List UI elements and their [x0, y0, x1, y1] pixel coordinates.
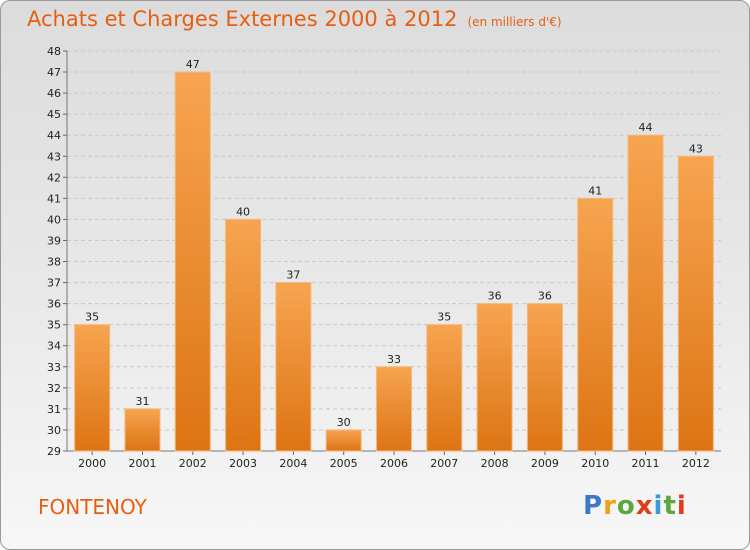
y-tick-label: 29 [47, 445, 61, 458]
x-tick-label-2012: 2012 [682, 457, 710, 470]
y-tick-label: 48 [47, 45, 61, 58]
y-tick-label: 45 [47, 108, 61, 121]
x-tick-label-2011: 2011 [632, 457, 660, 470]
value-label-2006: 33 [387, 353, 401, 366]
x-tick-label-2010: 2010 [581, 457, 609, 470]
x-tick-label-2000: 2000 [78, 457, 106, 470]
value-label-2001: 31 [135, 395, 149, 408]
y-tick-label: 40 [47, 213, 61, 226]
x-tick-label-2004: 2004 [279, 457, 307, 470]
y-tick-label: 44 [47, 129, 61, 142]
value-label-2009: 36 [538, 290, 552, 303]
value-label-2011: 44 [639, 121, 653, 134]
y-tick-label: 35 [47, 319, 61, 332]
chart-title-text: Achats et Charges Externes 2000 à 2012 [27, 7, 458, 31]
bar-2006 [376, 366, 412, 452]
proxiti-logo: Proxiti [583, 491, 687, 521]
bar-2007 [426, 324, 463, 452]
y-tick-label: 34 [47, 340, 61, 353]
bar-2000 [74, 324, 111, 452]
y-tick-label: 47 [47, 66, 61, 79]
y-tick-label: 31 [47, 403, 61, 416]
bar-2004 [275, 282, 312, 452]
x-tick-label-2001: 2001 [128, 457, 156, 470]
value-label-2000: 35 [85, 311, 99, 324]
value-label-2004: 37 [286, 269, 300, 282]
bar-2010 [577, 197, 614, 452]
value-label-2010: 41 [588, 184, 602, 197]
value-label-2012: 43 [689, 142, 703, 155]
y-tick-label: 38 [47, 256, 61, 269]
y-tick-label: 37 [47, 277, 61, 290]
value-label-2007: 35 [437, 311, 451, 324]
y-tick-label: 42 [47, 171, 61, 184]
bar-2009 [526, 303, 563, 452]
x-tick-label-2005: 2005 [330, 457, 358, 470]
x-tick-label-2009: 2009 [531, 457, 559, 470]
x-axis-tick-labels: 2000 2001 2002 2003 2004 2005 2006 2007 2008 2009… [78, 457, 710, 470]
bar-value-labels: 35 31 47 40 37 30 33 35 36 36 41 44 43 [85, 58, 703, 429]
value-label-2008: 36 [488, 290, 502, 303]
y-tick-label: 39 [47, 234, 61, 247]
bar-2012 [677, 155, 714, 452]
y-tick-label: 43 [47, 150, 61, 163]
bar-2003 [225, 218, 262, 452]
y-tick-label: 32 [47, 382, 61, 395]
y-tick-label: 30 [47, 424, 61, 437]
commune-name: FONTENOY [38, 495, 147, 519]
bar-2005 [325, 429, 362, 452]
y-tick-label: 33 [47, 361, 61, 374]
x-tick-label-2008: 2008 [481, 457, 509, 470]
x-tick-label-2002: 2002 [179, 457, 207, 470]
bars [74, 71, 714, 452]
x-tick-label-2006: 2006 [380, 457, 408, 470]
bar-2008 [476, 303, 513, 452]
bar-2001 [124, 408, 161, 452]
y-axis-tick-labels: 29 30 31 32 33 34 35 36 37 38 39 40 41 42 43 44 45 46 47 48 [47, 45, 61, 458]
y-tick-label: 41 [47, 192, 61, 205]
chart-title: Achats et Charges Externes 2000 à 2012 (e… [27, 7, 562, 31]
value-label-2002: 47 [186, 58, 200, 71]
value-label-2005: 30 [337, 416, 351, 429]
x-tick-label-2003: 2003 [229, 457, 257, 470]
value-label-2003: 40 [236, 205, 250, 218]
x-tick-label-2007: 2007 [430, 457, 458, 470]
bar-2011 [627, 134, 664, 452]
bar-2002 [174, 71, 211, 452]
y-tick-label: 36 [47, 298, 61, 311]
y-tick-label: 46 [47, 87, 61, 100]
chart-subtitle: (en milliers d'€) [467, 15, 562, 29]
